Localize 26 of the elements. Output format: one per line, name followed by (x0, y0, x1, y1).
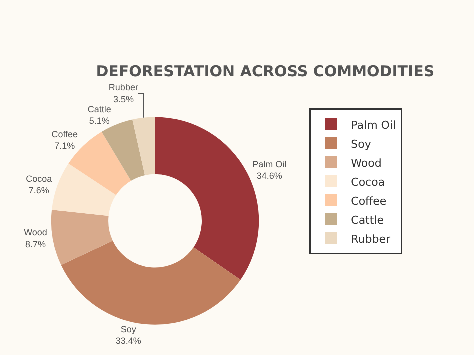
donut-slice (52, 164, 116, 216)
legend-label: Cattle (351, 214, 384, 227)
data-label: 3.5% (113, 94, 134, 104)
legend-label: Palm Oil (351, 118, 396, 132)
donut-slice (61, 240, 241, 325)
data-label: 7.1% (54, 141, 76, 152)
data-label: 34.6% (256, 171, 282, 182)
slice-label: Palm Oil (252, 160, 287, 170)
legend-label: Rubber (351, 232, 391, 246)
slice-label: Soy (120, 324, 137, 334)
legend-label: Coffee (351, 194, 387, 208)
legend-label: Cocoa (351, 176, 386, 189)
slice-label: Coffee (52, 130, 78, 140)
data-label: 33.4% (116, 336, 142, 346)
data-label: 7.6% (28, 185, 50, 196)
slice-label: Cattle (88, 104, 112, 114)
legend-label: Wood (351, 156, 382, 170)
chart-title: DEFORESTATION ACROSS COMMODITIES (96, 62, 435, 80)
donut-slice (51, 210, 113, 266)
slice-label: Cocoa (26, 174, 52, 184)
slice-label: Rubber (108, 82, 138, 93)
data-label: 5.1% (89, 116, 110, 126)
data-label: 8.7% (26, 239, 46, 250)
slice-label: Wood (24, 228, 48, 238)
donut-slice (132, 117, 156, 176)
legend-label: Soy (351, 138, 372, 151)
